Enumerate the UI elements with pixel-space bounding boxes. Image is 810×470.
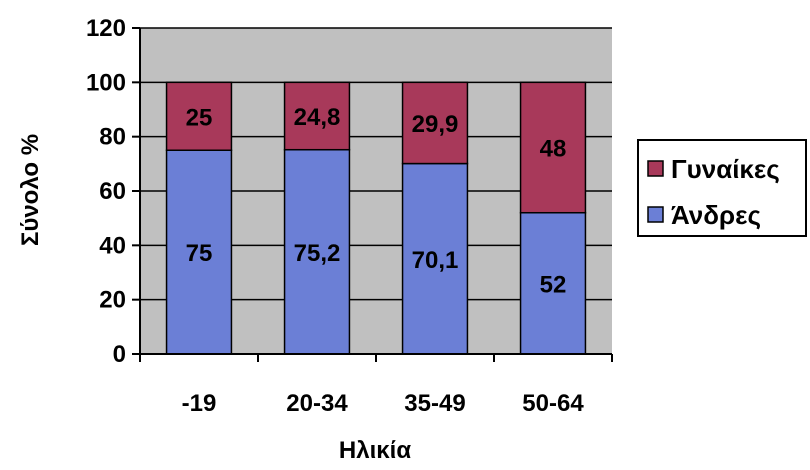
x-tick-label-0: -19 (182, 390, 217, 417)
legend: Γυναίκες Άνδρες (637, 139, 807, 237)
legend-label-men: Άνδρες (671, 200, 761, 230)
legend-swatch-women (647, 160, 664, 177)
data-label-women-2: 29,9 (412, 111, 459, 138)
y-axis-title: Σύνολο % (17, 134, 44, 246)
x-tick-labels: -19 20-34 35-49 50-64 (182, 390, 585, 417)
data-label-women-3: 48 (540, 136, 567, 163)
axes (132, 27, 613, 362)
data-label-men-1: 75,2 (294, 240, 341, 267)
data-labels: 75 25 75,2 24,8 70,1 29,9 52 48 (186, 104, 567, 298)
y-tick-labels: 0 20 40 60 80 100 120 (86, 15, 126, 368)
bar-women-0 (165, 81, 233, 151)
legend-swatch-men (647, 206, 664, 223)
x-tick-label-3: 50-64 (522, 390, 584, 417)
bar-women-3 (519, 81, 587, 214)
y-tick-label-80: 80 (99, 124, 126, 151)
y-tick-label-0: 0 (113, 341, 126, 368)
bar-women-2 (401, 81, 469, 165)
data-label-men-2: 70,1 (412, 247, 459, 274)
legend-box (637, 139, 807, 237)
bars (165, 81, 587, 355)
data-label-women-0: 25 (186, 104, 213, 131)
data-label-women-1: 24,8 (294, 104, 341, 131)
data-label-men-0: 75 (186, 240, 213, 267)
y-tick-label-60: 60 (99, 178, 126, 205)
bar-men-0 (165, 149, 233, 355)
x-tick-label-2: 35-49 (404, 390, 465, 417)
y-tick-label-100: 100 (86, 69, 126, 96)
data-label-men-3: 52 (540, 271, 567, 298)
y-tick-label-40: 40 (99, 232, 126, 259)
y-tick-label-20: 20 (99, 287, 126, 314)
legend-label-women: Γυναίκες (671, 154, 780, 184)
bar-women-1 (283, 81, 351, 151)
y-tick-label-120: 120 (86, 15, 126, 42)
x-tick-label-1: 20-34 (286, 390, 348, 417)
x-axis-title: Ηλικία (339, 437, 411, 464)
